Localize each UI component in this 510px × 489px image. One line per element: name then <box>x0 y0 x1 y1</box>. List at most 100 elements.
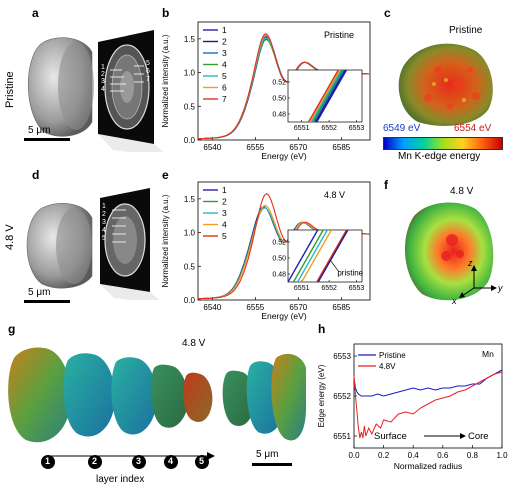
legend-label: 1 <box>222 25 227 35</box>
slice-label: 2 <box>101 71 105 78</box>
x-tick-label: 6540 <box>203 143 221 152</box>
layer-index-axis <box>41 452 215 469</box>
legend-label: 3 <box>222 208 227 218</box>
annotation-arrowhead <box>460 433 466 439</box>
slice-label: 6 <box>146 68 150 75</box>
slice-label: 1 <box>101 64 105 71</box>
slice-label: 1 <box>102 203 106 210</box>
x-tick-label: 6585 <box>332 143 350 152</box>
panel-label-h: h <box>318 322 326 336</box>
panel-c-title: Pristine <box>449 25 483 36</box>
legend-label: 6 <box>222 83 227 93</box>
chart-e: 6540 6555 6570 6585 0.0 0.5 1.0 1.5 Energy (eV) N… <box>161 181 371 321</box>
panel-label-e: e <box>162 168 169 182</box>
x-tick-label: 0.4 <box>408 451 420 460</box>
y-tick-label: 6552 <box>333 392 351 401</box>
scale-label-g: 5 μm <box>256 449 279 460</box>
y-tick-label: 0.5 <box>184 102 196 111</box>
inset-lines <box>288 230 349 282</box>
slice-label: 4 <box>102 227 106 234</box>
inset-series-line <box>292 230 324 282</box>
axis-x-label: x <box>452 296 457 306</box>
layer-slice-8 <box>271 353 306 441</box>
inset-series-line <box>310 70 342 122</box>
legend-label: 2 <box>222 197 227 207</box>
legend-label: 7 <box>222 94 227 104</box>
layer-marker <box>195 455 209 469</box>
layer-index-label: layer index <box>96 474 145 485</box>
series-line <box>353 371 503 439</box>
x-axis-label: Energy (eV) <box>261 311 307 321</box>
y-tick-label: 0.0 <box>184 136 196 145</box>
inset-series-line <box>313 70 345 122</box>
panel-label-a: a <box>32 6 39 20</box>
layer-marker <box>164 455 178 469</box>
axis-z-label: z <box>468 258 473 268</box>
slice-label: 5 <box>146 60 150 67</box>
layer-number: 5 <box>199 456 205 466</box>
axis-y-label: y <box>498 283 503 293</box>
particle-map-c <box>398 43 493 127</box>
y-tick-label: 0.5 <box>184 262 196 271</box>
x-tick-label: 0.2 <box>378 451 390 460</box>
inset-series-line <box>307 70 340 122</box>
panel-g-title: 4.8 V <box>182 338 206 349</box>
inset-x-tick-label: 6551 <box>294 125 310 132</box>
chart-b: 6540 6555 6570 6585 0.0 0.5 1.0 1.5 Energy (eV) N… <box>161 21 371 161</box>
y-tick-label: 1.0 <box>184 229 196 238</box>
panel-label-f: f <box>384 178 388 192</box>
inset-y-tick-label: 0.52 <box>272 80 286 87</box>
legend-label: 3 <box>222 48 227 58</box>
particle-render-d <box>26 188 160 300</box>
inset-series-line <box>315 230 348 282</box>
inset-series-line <box>300 230 333 282</box>
legend-label: 5 <box>222 71 227 81</box>
inset-series-line <box>311 70 344 122</box>
layer-slice-3 <box>111 357 157 435</box>
x-tick-label: 6570 <box>289 143 307 152</box>
y-tick-label: 0.0 <box>184 296 196 305</box>
y-axis-label: Normalized intensity (a.u.) <box>161 194 170 287</box>
x-tick-label: 6555 <box>246 143 264 152</box>
chart-title: 4.8 V <box>324 190 345 200</box>
legend-label: 2 <box>222 37 227 47</box>
colorbar-low-label: 6549 eV <box>383 123 421 134</box>
layer-slice-6 <box>222 370 255 426</box>
x-tick-label: 6570 <box>289 303 307 312</box>
slice-label: 7 <box>146 76 150 83</box>
x-tick-label: 6540 <box>203 303 221 312</box>
inset-x-tick-label: 6552 <box>321 125 337 132</box>
x-axis-arrow <box>461 287 475 297</box>
legend-label: 1 <box>222 185 227 195</box>
inset-arrow <box>330 260 339 272</box>
layer-marker <box>88 455 102 469</box>
colorbar-high-label: 6554 eV <box>454 123 492 134</box>
x-tick-label: 0.6 <box>437 451 449 460</box>
legend-label: 4 <box>222 220 227 230</box>
layer-slice-4 <box>150 364 189 428</box>
inset-x-tick-label: 6553 <box>349 125 365 132</box>
panel-f-title: 4.8 V <box>450 186 474 197</box>
colorbar <box>383 137 503 150</box>
slice-label: 2 <box>102 211 106 218</box>
inset-x-tick-label: 6553 <box>349 285 365 292</box>
panel-label-b: b <box>162 6 170 20</box>
panel-label-d: d <box>32 168 40 182</box>
plot-frame <box>197 21 371 141</box>
scale-bar-d <box>24 300 70 303</box>
inset-series-line <box>288 230 319 282</box>
y-tick-label: 6553 <box>333 352 351 361</box>
particle-render-a <box>28 30 164 152</box>
y-axis-label: Edge energy (eV) <box>317 364 326 427</box>
legend-label: 4.8V <box>379 362 396 371</box>
annotation-core: Core <box>468 431 489 442</box>
slice-label: 3 <box>102 219 106 226</box>
scale-bar-a <box>24 138 70 141</box>
inset-lines <box>307 70 348 122</box>
y-tick-label: 1.0 <box>184 69 196 78</box>
inset-y-tick-label: 0.52 <box>272 240 286 247</box>
layer-slice-2 <box>63 353 115 437</box>
inset-series-line <box>296 230 329 282</box>
inset-x-tick-label: 6551 <box>294 285 310 292</box>
scale-label-d: 5 μm <box>28 287 51 298</box>
